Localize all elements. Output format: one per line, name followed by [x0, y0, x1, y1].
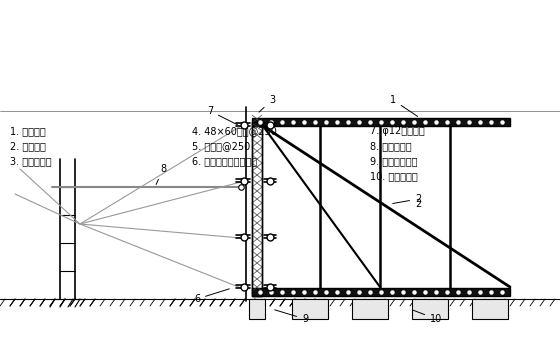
Text: 6. 脚手管（横向围檔）: 6. 脚手管（横向围檔）	[192, 156, 257, 166]
Bar	[352, 299, 388, 319]
Text: 1: 1	[390, 95, 418, 116]
Text: 3: 3	[259, 95, 275, 112]
Text: 4. 48×60木方@250: 4. 48×60木方@250	[192, 126, 277, 136]
Text: 10. 混凝土管桩: 10. 混凝土管桩	[370, 171, 418, 181]
Text: 7. φ12对拉螺栓: 7. φ12对拉螺栓	[370, 126, 424, 136]
Bar	[252, 118, 510, 126]
Text: 8: 8	[156, 164, 166, 184]
Text: 1. 受力钉筋: 1. 受力钉筋	[10, 126, 46, 136]
Text: 5. 脚手管@250: 5. 脚手管@250	[192, 141, 250, 151]
Text: 2: 2	[415, 199, 421, 209]
Text: 3. 双面覆膜板: 3. 双面覆膜板	[10, 156, 52, 166]
Text: 9. 混凝土垫层面: 9. 混凝土垫层面	[370, 156, 418, 166]
Bar	[472, 299, 508, 319]
Bar	[249, 299, 265, 319]
Text: 6: 6	[194, 289, 230, 304]
Bar	[252, 122, 262, 296]
Bar	[292, 299, 328, 319]
Bar	[252, 122, 262, 296]
Bar	[412, 299, 448, 319]
Text: 10: 10	[413, 310, 442, 324]
Text: 9: 9	[274, 310, 308, 324]
Bar	[252, 288, 510, 296]
Text: 7: 7	[207, 106, 237, 125]
Text: 8. 脚手管支撟: 8. 脚手管支撟	[370, 141, 412, 151]
Text: 2: 2	[393, 194, 421, 204]
Text: 2. 钉筋支架: 2. 钉筋支架	[10, 141, 46, 151]
